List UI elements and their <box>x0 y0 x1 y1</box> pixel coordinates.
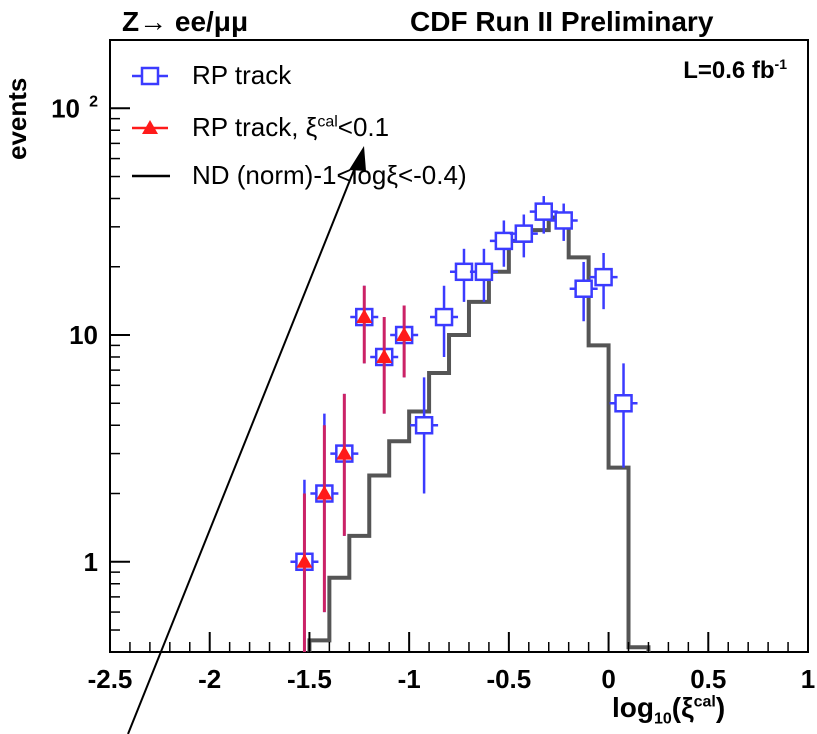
rp-track-point <box>474 262 494 282</box>
x-tick-label: -1 <box>398 664 421 694</box>
process-label: Z→ ee/μμ <box>122 6 249 37</box>
rp-track-point <box>534 202 554 221</box>
luminosity-unit-exponent: -1 <box>774 56 787 72</box>
luminosity-value: L=0.6 fb <box>683 57 775 84</box>
y-tick-label: 10 <box>69 320 98 350</box>
x-tick-label: -1.5 <box>287 664 332 694</box>
rp-track-cut-point <box>356 309 373 324</box>
annotation-arrow-line <box>127 159 359 734</box>
rp-track-cut-point <box>376 348 393 363</box>
rp-track-point <box>414 415 434 435</box>
rp-track-point <box>434 307 454 327</box>
rp-track-point <box>514 224 534 243</box>
y-tick-label: 1 <box>84 547 98 577</box>
rp-track-point <box>574 279 593 298</box>
luminosity-label: L=0.6 fb-1 <box>683 56 787 85</box>
y-axis-label: events <box>2 77 32 160</box>
experiment-label: CDF Run II Preliminary <box>410 6 714 37</box>
legend-entry-rp-track-cut: RP track, ξcal<0.1 <box>192 112 390 142</box>
rp-track-cut-point <box>396 327 413 342</box>
rp-track-cut-point <box>336 445 353 460</box>
x-tick-label: -0.5 <box>486 664 531 694</box>
nd-step-line <box>307 215 651 652</box>
rp-track-point <box>494 231 514 251</box>
rp-track-cut-point <box>316 485 333 500</box>
annotation-arrow-head <box>349 146 366 171</box>
y-tick-label: 10 <box>51 93 80 123</box>
rp-track-point <box>454 262 474 282</box>
x-axis-label: log10(ξcal) <box>612 692 726 728</box>
x-tick-label: 0 <box>601 664 615 694</box>
legend-entry-nd: ND (norm)-1<logξ<-0.4) <box>192 160 467 190</box>
rp-track-point <box>554 211 573 230</box>
x-tick-label: -2 <box>198 664 221 694</box>
legend-marker-rp-track-cut <box>142 120 158 134</box>
x-tick-label: 0.5 <box>690 664 726 694</box>
x-tick-label: 1 <box>801 664 815 694</box>
rp-track-point <box>594 267 613 287</box>
rp-track-cut-point <box>296 553 313 568</box>
rp-track-point <box>614 394 633 413</box>
legend-marker-rp-track <box>140 66 160 86</box>
y-tick-exponent: 2 <box>89 93 98 110</box>
x-tick-label: -2.5 <box>88 664 133 694</box>
legend-entry-rp-track: RP track <box>192 60 292 90</box>
